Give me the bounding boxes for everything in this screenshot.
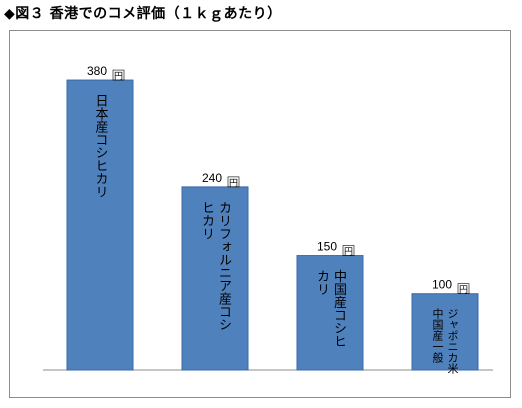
unit-label-1: 円: [114, 71, 123, 82]
category-label-2-line-2: ヒカリ: [199, 201, 214, 240]
value-label-2: 240: [202, 171, 222, 185]
value-label-3: 150: [317, 240, 337, 254]
bar-3: [296, 255, 364, 371]
unit-box-3: [342, 245, 355, 256]
unit-box-4: [457, 283, 470, 295]
unit-label-2: 円: [229, 178, 238, 189]
category-label-4-line-2: 中国産一般: [431, 307, 444, 363]
bar-1: [66, 79, 134, 371]
category-label-4-line-1: ジャポニカ米: [446, 308, 459, 375]
bar-4: [411, 293, 479, 371]
category-label-2-line-1: カリフォルニア産コシ: [216, 201, 232, 331]
unit-box-1: [112, 69, 125, 81]
category-label-1-line-1: 日本産コシヒカリ: [93, 94, 109, 198]
unit-label-4: 円: [459, 285, 468, 296]
bar-2: [181, 186, 249, 371]
page-title: ◆図３ 香港でのコメ評価（１ｋｇあたり）: [4, 6, 282, 22]
value-label-1: 380: [87, 64, 107, 78]
unit-label-3: 円: [344, 247, 353, 258]
value-label-4: 100: [432, 278, 452, 292]
unit-box-2: [227, 176, 240, 188]
category-label-3-line-1: 中国産コシヒ: [331, 270, 347, 348]
category-label-3-line-2: カリ: [314, 270, 329, 296]
